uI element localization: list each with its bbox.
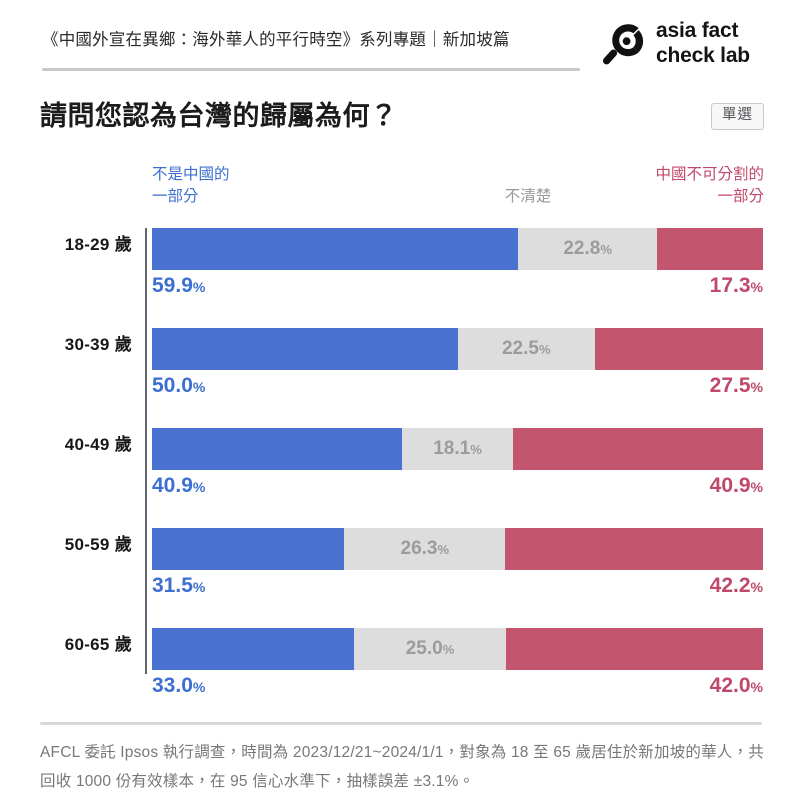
- page-title: 請問您認為台灣的歸屬為何？: [40, 101, 398, 131]
- table-row-3: 40-49 歲 18.1% 40.9% 40.9%: [0, 422, 800, 506]
- row-label: 60-65 歲: [64, 635, 132, 654]
- legend-item-part-of-china: 中國不可分割的 一部分: [655, 166, 764, 205]
- segment-unsure[interactable]: 22.5%: [457, 328, 595, 370]
- magnifier-dot-icon: [600, 21, 646, 67]
- value-part-of-china: 40.9%: [709, 474, 763, 497]
- segment-unsure[interactable]: 22.8%: [517, 228, 658, 270]
- bar-track: 18.1%: [152, 428, 763, 470]
- row-label: 18-29 歲: [64, 235, 132, 254]
- legend: 不是中國的 一部分 不清楚 中國不可分割的 一部分: [0, 164, 800, 220]
- series-title: 《中國外宣在異鄉：海外華人的平行時空》系列專題｜新加坡篇: [42, 31, 510, 49]
- stacked-bar-chart: 18-29 歲 22.8% 59.9% 17.3% 30-39 歲 22.5% …: [0, 222, 800, 714]
- value-not-part-of-china: 40.9%: [152, 474, 206, 497]
- value-not-part-of-china: 50.0%: [152, 374, 206, 397]
- segment-part-of-china[interactable]: [505, 528, 763, 570]
- segment-unsure-value: 25.0%: [405, 638, 455, 659]
- bar-track: 25.0%: [152, 628, 763, 670]
- value-row: 50.0% 27.5%: [152, 372, 763, 402]
- bar-track: 22.5%: [152, 328, 763, 370]
- footer-divider: [40, 722, 762, 725]
- value-part-of-china: 42.0%: [709, 674, 763, 697]
- segment-part-of-china[interactable]: [512, 428, 763, 470]
- table-row-4: 50-59 歲 26.3% 31.5% 42.2%: [0, 522, 800, 606]
- value-part-of-china: 27.5%: [709, 374, 763, 397]
- bar-track: 26.3%: [152, 528, 763, 570]
- segment-unsure[interactable]: 18.1%: [402, 428, 513, 470]
- segment-unsure-value: 18.1%: [433, 438, 482, 459]
- value-part-of-china: 17.3%: [709, 274, 763, 297]
- row-label: 50-59 歲: [64, 535, 132, 554]
- legend-item-unsure: 不清楚: [504, 188, 552, 205]
- legend-item-not-part-of-china: 不是中國的 一部分: [152, 166, 230, 205]
- afcl-logo: asia fact check lab: [600, 18, 772, 70]
- segment-not-part-of-china[interactable]: [152, 628, 354, 670]
- table-row-5: 60-65 歲 25.0% 33.0% 42.0%: [0, 622, 800, 706]
- segment-part-of-china[interactable]: [594, 328, 763, 370]
- logo-line-1: asia fact: [656, 19, 739, 42]
- row-label: 40-49 歲: [64, 435, 132, 454]
- segment-part-of-china[interactable]: [506, 628, 763, 670]
- segment-unsure[interactable]: 25.0%: [353, 628, 507, 670]
- value-not-part-of-china: 59.9%: [152, 274, 206, 297]
- footer: AFCL 委託 Ipsos 執行調查，時間為 2023/12/21~2024/1…: [0, 722, 800, 800]
- segment-part-of-china[interactable]: [657, 228, 763, 270]
- header: 《中國外宣在異鄉：海外華人的平行時空》系列專題｜新加坡篇 asia fact c…: [0, 0, 800, 82]
- row-label: 30-39 歲: [64, 335, 132, 354]
- segment-unsure-value: 22.8%: [563, 238, 612, 259]
- bar-track: 22.8%: [152, 228, 763, 270]
- segment-unsure-value: 26.3%: [400, 538, 450, 559]
- value-row: 33.0% 42.0%: [152, 672, 763, 702]
- segment-unsure[interactable]: 26.3%: [344, 528, 506, 570]
- value-not-part-of-china: 31.5%: [152, 574, 206, 597]
- value-not-part-of-china: 33.0%: [152, 674, 206, 697]
- value-row: 40.9% 40.9%: [152, 472, 763, 502]
- title-row: 請問您認為台灣的歸屬為何？ 單選: [0, 92, 800, 144]
- value-part-of-china: 42.2%: [709, 574, 763, 597]
- value-row: 59.9% 17.3%: [152, 272, 763, 302]
- segment-not-part-of-china[interactable]: [152, 428, 403, 470]
- segment-not-part-of-china[interactable]: [152, 328, 458, 370]
- segment-unsure-value: 22.5%: [501, 338, 551, 359]
- segment-not-part-of-china[interactable]: [152, 528, 345, 570]
- chart-axis-line: [145, 228, 147, 674]
- logo-line-2: check lab: [656, 44, 750, 67]
- table-row-1: 18-29 歲 22.8% 59.9% 17.3%: [0, 222, 800, 306]
- table-row-2: 30-39 歲 22.5% 50.0% 27.5%: [0, 322, 800, 406]
- methodology-note: AFCL 委託 Ipsos 執行調查，時間為 2023/12/21~2024/1…: [40, 744, 764, 790]
- header-divider: [42, 68, 580, 71]
- value-row: 31.5% 42.2%: [152, 572, 763, 602]
- status-badge: 單選: [711, 103, 764, 130]
- segment-not-part-of-china[interactable]: [152, 228, 518, 270]
- logo-wordmark: asia fact check lab: [656, 18, 750, 68]
